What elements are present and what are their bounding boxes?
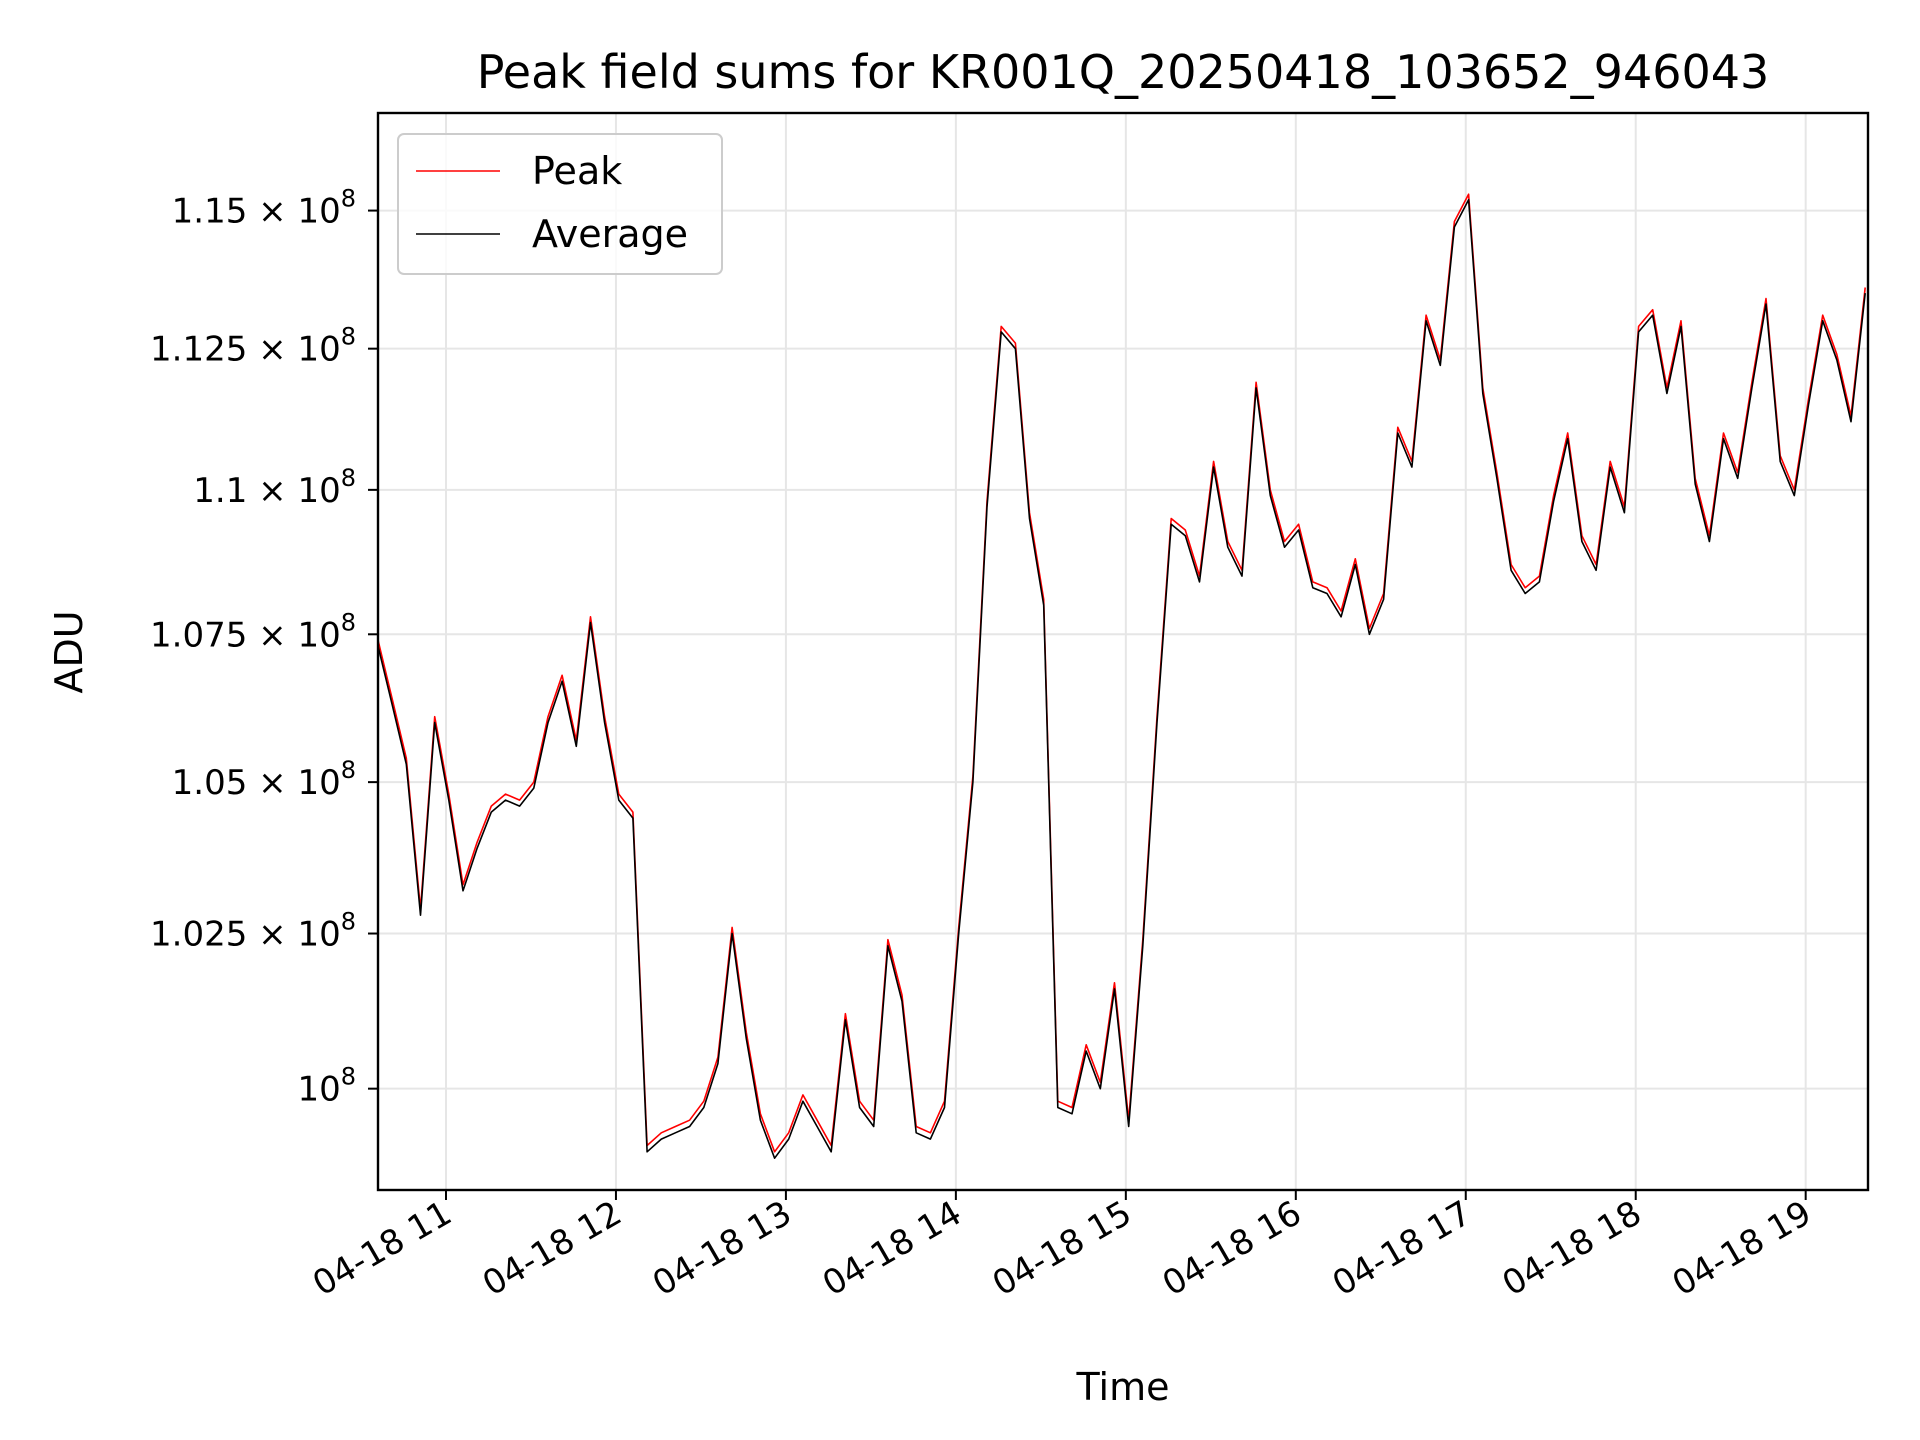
y-tick-label: 1.05 × 108 xyxy=(172,756,356,803)
legend-box xyxy=(397,133,723,275)
grid xyxy=(378,113,1868,1190)
legend-label-peak: Peak xyxy=(532,149,622,193)
y-tick-label: 1.075 × 108 xyxy=(150,608,356,655)
y-tick-label: 1.1 × 108 xyxy=(193,464,356,511)
x-axis-label: Time xyxy=(1076,1365,1170,1409)
y-axis-label: ADU xyxy=(47,610,91,693)
y-tick-label: 1.15 × 108 xyxy=(172,185,356,232)
legend-label-average: Average xyxy=(532,212,688,256)
y-tick-label: 1.025 × 108 xyxy=(150,908,356,955)
plot-frame xyxy=(376,111,1870,1192)
y-tick-label: 1.125 × 108 xyxy=(150,323,356,370)
chart-title: Peak field sums for KR001Q_20250418_1036… xyxy=(477,45,1770,99)
series-line-average xyxy=(378,198,1866,1159)
legend: Peak Average xyxy=(397,133,723,275)
y-tick-label: 108 xyxy=(297,1063,356,1110)
series-layer xyxy=(378,193,1866,1159)
